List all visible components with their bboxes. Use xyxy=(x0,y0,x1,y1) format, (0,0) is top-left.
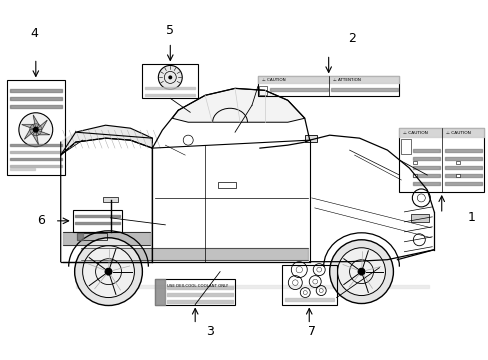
Bar xyxy=(155,279,235,305)
Bar xyxy=(399,128,483,192)
Polygon shape xyxy=(33,115,39,130)
Circle shape xyxy=(337,248,385,296)
Polygon shape xyxy=(36,130,50,135)
Text: 6: 6 xyxy=(37,214,44,228)
Polygon shape xyxy=(24,130,36,139)
Bar xyxy=(455,161,459,164)
Circle shape xyxy=(104,268,112,276)
Bar xyxy=(401,139,410,154)
Bar xyxy=(77,233,106,240)
Circle shape xyxy=(75,238,142,306)
Polygon shape xyxy=(36,120,47,130)
Bar xyxy=(102,197,118,202)
Bar xyxy=(412,161,416,164)
Polygon shape xyxy=(33,130,39,144)
Bar xyxy=(412,174,416,177)
Text: 5: 5 xyxy=(166,24,174,37)
Circle shape xyxy=(30,124,41,136)
Circle shape xyxy=(168,75,172,80)
Bar xyxy=(218,182,236,188)
Circle shape xyxy=(158,66,182,89)
Text: 1: 1 xyxy=(466,211,474,224)
Text: 2: 2 xyxy=(347,32,355,45)
Text: ⚠ CAUTION: ⚠ CAUTION xyxy=(445,131,469,135)
Text: 4: 4 xyxy=(31,27,39,40)
Bar xyxy=(73,210,122,232)
Bar xyxy=(7,80,64,175)
Polygon shape xyxy=(22,125,36,130)
Bar xyxy=(410,214,428,222)
Text: USE DEX-COOL COOLANT ONLY: USE DEX-COOL COOLANT ONLY xyxy=(167,284,228,288)
Text: 7: 7 xyxy=(307,325,315,338)
Circle shape xyxy=(33,127,39,133)
Text: ⚠ ATTENTION: ⚠ ATTENTION xyxy=(332,78,360,82)
Text: ⚠ CAUTION: ⚠ CAUTION xyxy=(403,131,427,135)
Text: 3: 3 xyxy=(206,325,214,338)
Bar xyxy=(258,76,399,96)
Circle shape xyxy=(357,268,365,276)
Text: ⚠ CAUTION: ⚠ CAUTION xyxy=(262,78,285,82)
Polygon shape xyxy=(61,125,152,155)
Bar xyxy=(281,265,336,305)
Bar xyxy=(455,174,459,177)
Circle shape xyxy=(82,246,134,298)
Circle shape xyxy=(329,240,393,303)
Bar xyxy=(142,64,198,98)
Bar xyxy=(304,135,316,142)
Circle shape xyxy=(19,113,53,147)
Bar xyxy=(259,86,266,95)
Polygon shape xyxy=(172,88,304,122)
